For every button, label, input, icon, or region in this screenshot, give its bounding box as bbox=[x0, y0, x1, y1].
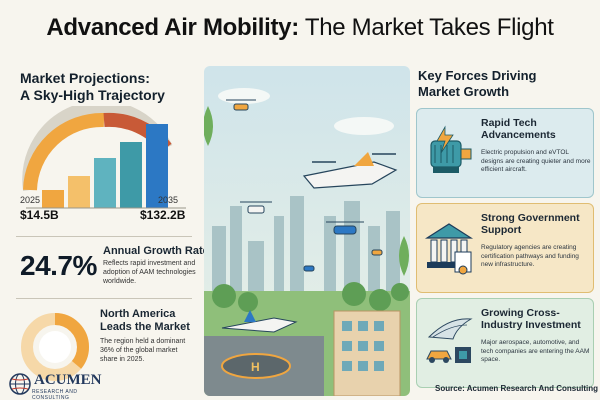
key-forces-heading-line2: Market Growth bbox=[418, 84, 510, 99]
title-light: The Market Takes Flight bbox=[298, 14, 554, 41]
card-tech-desc: Electric propulsion and eVTOL designs ar… bbox=[481, 149, 591, 173]
region-title-line2: Leads the Market bbox=[100, 321, 190, 333]
source-note: Source: Acumen Research And Consulting bbox=[435, 384, 598, 393]
chart-bar-2 bbox=[68, 176, 90, 208]
growth-rate-desc: Reflects rapid investment and adoption o… bbox=[103, 260, 196, 285]
region-title-line1: North America bbox=[100, 308, 176, 320]
card-government-title-line1: Strong Government bbox=[481, 212, 580, 224]
card-investment-desc: Major aerospace, automotive, and tech co… bbox=[481, 339, 590, 363]
illustration-graphic: H bbox=[204, 66, 410, 396]
key-forces-heading-line1: Key Forces Driving bbox=[418, 68, 537, 83]
card-investment-title: Growing Cross- Industry Investment bbox=[481, 307, 593, 331]
divider-2 bbox=[16, 298, 192, 299]
wing-car-chip-icon bbox=[426, 318, 473, 363]
key-forces-heading: Key Forces Driving Market Growth bbox=[418, 68, 598, 100]
card-government-title: Strong Government Support bbox=[481, 212, 593, 236]
chart-end-value: $132.2B bbox=[140, 208, 186, 222]
card-tech-title-line2: Advancements bbox=[481, 129, 556, 141]
chart-bar-4 bbox=[120, 142, 142, 208]
chart-end-year: 2035 bbox=[158, 195, 179, 205]
electric-motor-icon bbox=[430, 125, 472, 173]
government-building-icon bbox=[424, 223, 474, 275]
chart-bar-5 bbox=[146, 124, 168, 208]
growth-chart: 2025 2035 $14.5B $132.2B bbox=[16, 100, 194, 224]
force-card-government: Strong Government Support Regulatory age… bbox=[416, 203, 594, 293]
chart-start-year: 2025 bbox=[20, 195, 41, 205]
growth-rate-value: 24.7% bbox=[20, 250, 97, 281]
card-tech-title: Rapid Tech Advancements bbox=[481, 117, 593, 141]
growth-rate-title: Annual Growth Rate bbox=[103, 245, 209, 257]
region-desc: The region held a dominant 36% of the gl… bbox=[100, 338, 186, 363]
logo-name: ACUMEN bbox=[34, 372, 102, 388]
globe-icon bbox=[9, 373, 31, 395]
city-air-mobility-illustration: H bbox=[204, 66, 410, 396]
chart-bar-3 bbox=[94, 158, 116, 208]
chart-bar-1 bbox=[42, 190, 64, 208]
market-projections-heading-line1: Market Projections: bbox=[20, 70, 150, 86]
card-investment-title-line1: Growing Cross- bbox=[481, 307, 560, 319]
card-tech-title-line1: Rapid Tech bbox=[481, 117, 537, 129]
acumen-logo: ACUMEN RESEARCH AND CONSULTING bbox=[8, 372, 108, 400]
title-bold: Advanced Air Mobility: bbox=[46, 14, 299, 41]
market-share-donut bbox=[18, 310, 92, 384]
growth-arc-orange bbox=[23, 112, 105, 191]
chart-start-value: $14.5B bbox=[20, 208, 59, 222]
card-investment-title-line2: Industry Investment bbox=[481, 319, 581, 331]
card-government-title-line2: Support bbox=[481, 224, 522, 236]
donut-share-arc bbox=[21, 313, 89, 381]
card-government-desc: Regulatory agencies are creating certifi… bbox=[481, 244, 579, 268]
svg-text:H: H bbox=[251, 360, 260, 374]
market-projections-heading-line2: A Sky-High Trajectory bbox=[20, 87, 165, 103]
logo-subtitle: RESEARCH AND CONSULTING bbox=[32, 389, 78, 400]
region-title: North America Leads the Market bbox=[100, 308, 210, 334]
force-card-investment: Growing Cross- Industry Investment Major… bbox=[416, 298, 594, 388]
page-title: Advanced Air Mobility: The Market Takes … bbox=[0, 14, 600, 42]
divider-1 bbox=[16, 236, 192, 237]
market-projections-heading: Market Projections: A Sky-High Trajector… bbox=[20, 70, 200, 104]
donut-graphic bbox=[21, 313, 89, 381]
donut-center bbox=[39, 331, 71, 363]
growth-chart-graphic bbox=[22, 100, 186, 209]
force-card-tech: Rapid Tech Advancements Electric propuls… bbox=[416, 108, 594, 198]
